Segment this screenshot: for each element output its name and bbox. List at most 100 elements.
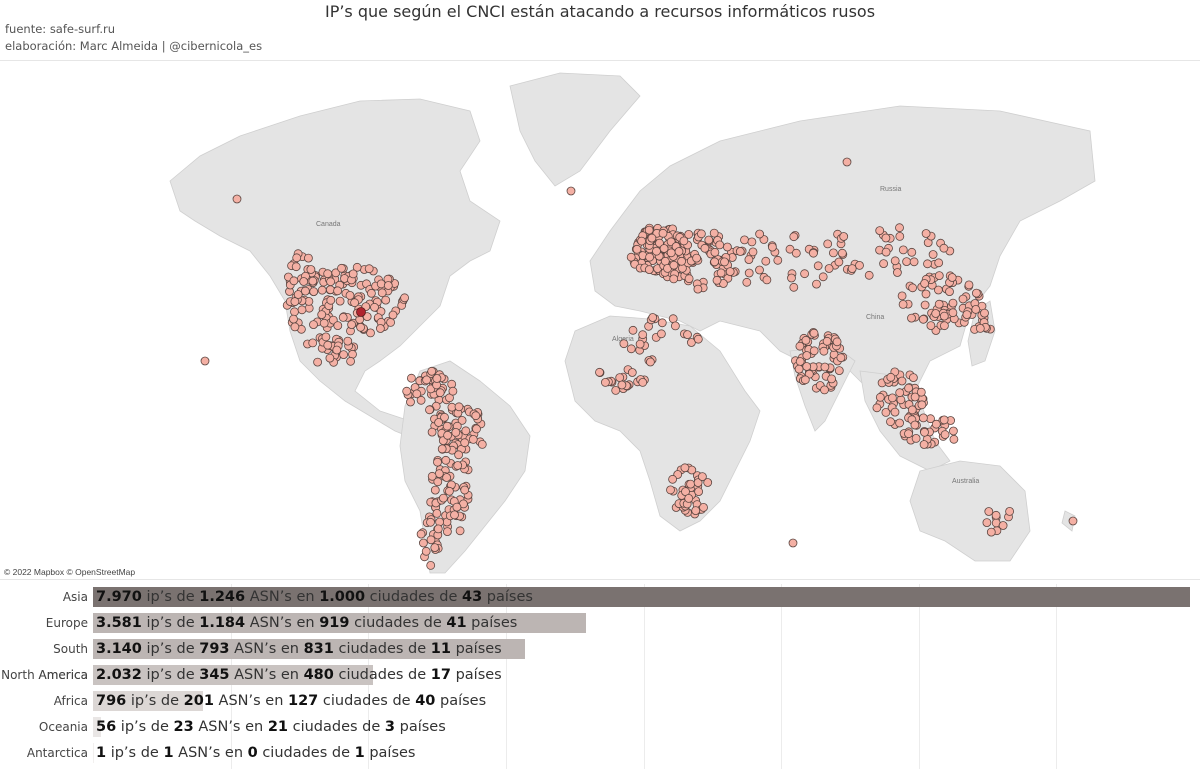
ip-point[interactable] (939, 415, 949, 425)
ip-point[interactable] (566, 186, 576, 196)
ip-point[interactable] (947, 273, 957, 282)
ip-point[interactable] (434, 418, 444, 427)
ip-point[interactable] (638, 377, 648, 387)
ip-point[interactable] (820, 362, 830, 372)
bar-mark[interactable] (93, 665, 373, 685)
ip-point[interactable] (823, 239, 833, 249)
ip-point[interactable] (632, 244, 642, 254)
ip-point-highlighted[interactable] (356, 307, 366, 317)
ip-point[interactable] (377, 288, 387, 298)
ip-point[interactable] (813, 261, 823, 271)
ip-point[interactable] (644, 225, 654, 235)
ip-point[interactable] (333, 286, 343, 296)
ip-point[interactable] (426, 560, 436, 570)
ip-point[interactable] (720, 257, 729, 267)
ip-point[interactable] (422, 375, 432, 385)
map-canvas[interactable]: Canada Russia Algeria China Australia (0, 61, 1200, 579)
ip-point[interactable] (847, 264, 857, 274)
ip-point[interactable] (700, 243, 710, 253)
ip-point[interactable] (832, 337, 842, 347)
ip-point[interactable] (836, 353, 846, 363)
ip-point[interactable] (615, 373, 625, 383)
ip-point[interactable] (671, 321, 680, 331)
ip-point[interactable] (432, 508, 442, 518)
ip-point[interactable] (345, 290, 355, 300)
ip-point[interactable] (909, 373, 918, 383)
ip-point[interactable] (343, 336, 353, 346)
ip-point[interactable] (290, 307, 299, 317)
ip-point[interactable] (325, 285, 335, 295)
ip-point[interactable] (949, 426, 958, 436)
ip-point[interactable] (802, 351, 812, 360)
ip-point[interactable] (931, 419, 941, 429)
ip-point[interactable] (433, 457, 442, 467)
ip-point[interactable] (666, 248, 676, 258)
ip-point[interactable] (309, 287, 319, 297)
bar-mark[interactable] (93, 639, 526, 659)
ip-point[interactable] (801, 335, 811, 345)
ip-point[interactable] (430, 543, 440, 553)
ip-point[interactable] (789, 282, 799, 292)
ip-point[interactable] (703, 478, 713, 487)
ip-point[interactable] (338, 312, 348, 322)
ip-point[interactable] (438, 493, 448, 503)
ip-point[interactable] (657, 329, 666, 339)
ip-point[interactable] (710, 247, 720, 257)
ip-point[interactable] (818, 272, 828, 282)
ip-point[interactable] (773, 255, 783, 265)
ip-point[interactable] (879, 259, 888, 269)
ip-point[interactable] (652, 246, 661, 256)
ip-point[interactable] (890, 407, 900, 417)
ip-point[interactable] (326, 277, 336, 287)
bar-row[interactable]: South America 3.140 ip’s de 793 ASN’s en … (0, 636, 1200, 682)
ip-point[interactable] (907, 405, 917, 415)
ip-point[interactable] (430, 485, 440, 495)
bar-mark[interactable] (93, 613, 586, 633)
ip-point[interactable] (934, 285, 943, 295)
ip-point[interactable] (335, 296, 345, 306)
ip-point[interactable] (381, 295, 391, 305)
ip-point[interactable] (934, 271, 944, 281)
ip-point[interactable] (617, 380, 627, 390)
ip-point[interactable] (712, 275, 722, 285)
ip-point[interactable] (794, 364, 804, 374)
ip-point[interactable] (425, 405, 434, 415)
ip-point[interactable] (683, 330, 692, 340)
ip-point[interactable] (448, 386, 458, 396)
ip-point[interactable] (364, 264, 374, 274)
ip-point[interactable] (352, 262, 362, 272)
ip-point[interactable] (366, 288, 376, 298)
ip-point[interactable] (289, 314, 298, 324)
ip-point[interactable] (812, 279, 821, 289)
ip-point[interactable] (645, 252, 654, 262)
ip-point[interactable] (451, 427, 461, 437)
ip-point[interactable] (986, 527, 996, 537)
ip-point[interactable] (975, 323, 985, 333)
bar-row[interactable]: Africa 796 ip’s de 201 ASN’s en 127 ciuda… (0, 688, 1200, 714)
bar-row[interactable]: Antarctica 1 ip’s de 1 ASN’s en 0 ciudade… (0, 740, 1200, 766)
ip-point[interactable] (725, 267, 735, 277)
ip-point[interactable] (693, 284, 703, 294)
ip-point[interactable] (824, 264, 834, 273)
ip-point[interactable] (839, 232, 849, 241)
ip-point[interactable] (626, 252, 636, 262)
ip-point[interactable] (442, 421, 452, 431)
ip-point[interactable] (829, 248, 838, 258)
ip-point[interactable] (628, 325, 638, 335)
ip-point[interactable] (788, 538, 798, 548)
bar-mark[interactable] (93, 691, 203, 711)
ip-point[interactable] (684, 493, 694, 503)
ip-point[interactable] (945, 287, 954, 297)
ip-point[interactable] (441, 455, 451, 465)
ip-point[interactable] (864, 270, 874, 280)
ip-point[interactable] (998, 521, 1008, 530)
ip-point[interactable] (920, 279, 929, 288)
bar-mark[interactable] (93, 717, 101, 737)
ip-point[interactable] (290, 297, 300, 307)
ip-point[interactable] (303, 253, 313, 263)
ip-point[interactable] (881, 247, 891, 257)
bar-mark[interactable] (93, 743, 94, 763)
ip-point[interactable] (375, 324, 385, 333)
ip-point[interactable] (308, 276, 318, 286)
world-map[interactable]: Canada Russia Algeria China Australia © … (0, 60, 1200, 580)
